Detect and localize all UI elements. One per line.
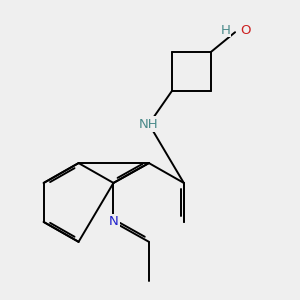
Text: H: H	[221, 23, 231, 37]
Text: O: O	[241, 23, 251, 37]
Text: N: N	[109, 215, 118, 229]
Text: NH: NH	[139, 118, 159, 130]
